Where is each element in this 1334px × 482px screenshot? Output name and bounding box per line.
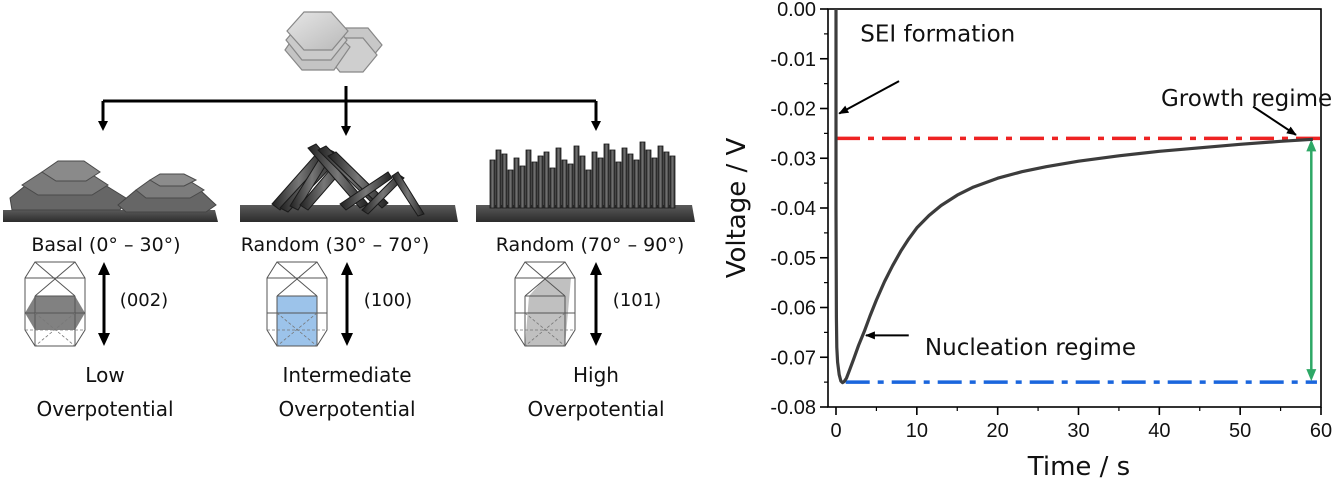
rod (579, 155, 586, 209)
arrow-down-icon (590, 333, 602, 346)
arrow-up-icon (98, 262, 110, 275)
y-tick-label: -0.04 (770, 198, 816, 220)
branch-2-overpotential-line1: Intermediate (282, 363, 411, 387)
annotation-arrow-2 (1252, 105, 1297, 136)
arrow-down-icon (1306, 369, 1317, 382)
rod (651, 157, 658, 209)
y-tick-label: -0.03 (770, 148, 816, 170)
rod (609, 149, 616, 209)
y-tick-label: -0.08 (770, 397, 816, 419)
rod (669, 155, 676, 209)
rod (597, 157, 604, 209)
arrow-up-icon (1306, 139, 1317, 152)
x-axis-label: Time / s (1027, 452, 1130, 482)
branch-3-plane-label: (101) (613, 290, 661, 311)
series-layer (834, 9, 1313, 385)
branch-2-plane-label: (100) (364, 290, 412, 311)
annotation-label-1: SEI formation (860, 21, 1015, 47)
rod (639, 141, 646, 209)
rod (603, 143, 610, 209)
vertical-rods-illustration (476, 141, 695, 222)
annotation-arrow-1 (838, 80, 900, 115)
branch-1-overpotential-line2: Overpotential (36, 397, 173, 421)
rod (567, 163, 574, 209)
annotation-label-3: Nucleation regime (925, 335, 1136, 361)
rod (633, 159, 640, 209)
branch-3-orientation-label: Random (70° – 90°) (496, 234, 684, 256)
x-tick-label: 50 (1229, 420, 1251, 442)
rod (573, 145, 580, 209)
y-tick-label: -0.01 (770, 49, 816, 71)
rod (657, 145, 664, 209)
y-tick-label: -0.06 (770, 298, 816, 320)
rod (591, 151, 598, 209)
rod (537, 155, 544, 209)
morphology-schematic: Basal (0° – 30°) Random (30° – 70°) Rand… (3, 11, 695, 421)
rod (501, 153, 508, 209)
series-voltage-line (834, 9, 1313, 385)
y-tick-label: 0.00 (777, 0, 816, 21)
reference-lines (836, 136, 1321, 384)
x-tick-label: 10 (906, 420, 928, 442)
rod (543, 151, 550, 209)
rod (519, 165, 526, 209)
voltage-time-chart: 0.00 -0.01 -0.02 -0.03 -0.04 -0.05 -0.06 -0.07 -… (722, 0, 1332, 482)
basal-platelets-illustration (3, 160, 218, 222)
arrow-down-icon (98, 333, 110, 346)
x-tick-label: 60 (1310, 420, 1332, 442)
arrow-up-icon (341, 262, 353, 275)
y-tick-label: -0.05 (770, 248, 816, 270)
rod (621, 147, 628, 209)
x-tick-label: 30 (1067, 420, 1089, 442)
branch-3-overpotential-line1: High (573, 363, 619, 387)
rod (645, 149, 652, 209)
annotations: SEI formation Growth regime Nucleation reg… (838, 21, 1332, 361)
x-tick-label: 0 (830, 420, 841, 442)
rod (507, 169, 514, 209)
rod (495, 149, 502, 209)
rod (627, 153, 634, 209)
rod (489, 159, 496, 209)
plane-direction-arrows (102, 270, 598, 338)
branch-2-orientation-label: Random (30° – 70°) (241, 234, 429, 256)
crystal-prism-3 (514, 261, 576, 347)
rod (549, 167, 556, 209)
branch-1-plane-label: (002) (120, 290, 168, 311)
x-tick-label: 20 (987, 420, 1009, 442)
y-tick-label: -0.02 (770, 99, 816, 121)
crystal-prism-2 (266, 261, 328, 347)
branch-3-overpotential-line2: Overpotential (527, 397, 664, 421)
axis-ticks: 0.00 -0.01 -0.02 -0.03 -0.04 -0.05 -0.06 -0.07 -… (770, 0, 1332, 442)
x-tick-label: 40 (1148, 420, 1170, 442)
annotation-label-2: Growth regime (1161, 86, 1332, 112)
arrow-up-icon (590, 262, 602, 275)
crystal-prism-1 (24, 261, 86, 347)
rod (513, 157, 520, 209)
hexagon-platelets-icon (284, 11, 383, 73)
rod (531, 161, 538, 209)
rod (663, 151, 670, 209)
branch-1-orientation-label: Basal (0° – 30°) (31, 234, 180, 256)
rod (525, 149, 532, 209)
y-tick-label: -0.07 (770, 347, 816, 369)
rod (585, 169, 592, 209)
tilted-rods-illustration (240, 143, 458, 222)
rod (555, 147, 562, 209)
branch-connector (98, 86, 601, 136)
branch-1-overpotential-line1: Low (85, 363, 124, 387)
rod (615, 161, 622, 209)
y-axis-label: Voltage / V (722, 137, 752, 278)
branch-2-overpotential-line2: Overpotential (278, 397, 415, 421)
arrow-down-icon (341, 333, 353, 346)
rod (561, 159, 568, 209)
